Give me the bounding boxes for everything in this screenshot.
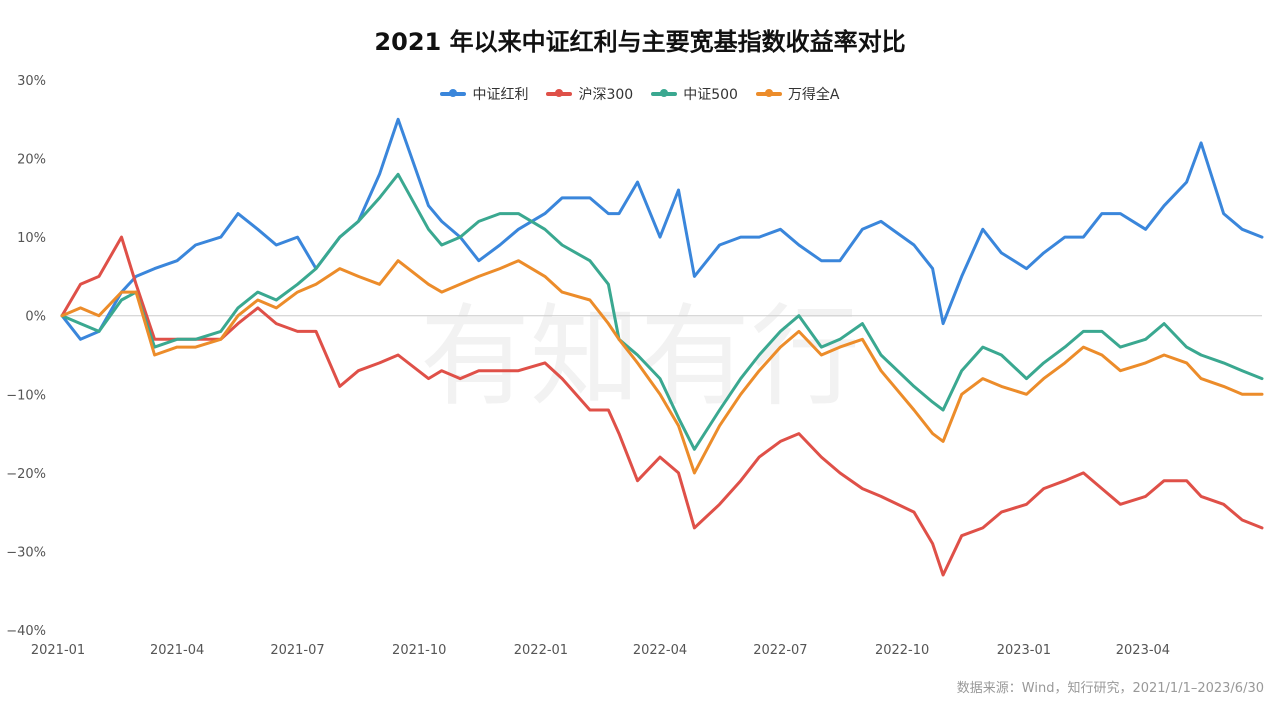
legend-item: 沪深300 <box>546 84 633 104</box>
series-line-2 <box>60 235 1264 577</box>
x-tick-label: 2022-01 <box>514 643 568 658</box>
chart-legend: 中证红利 沪深300 中证500 万得全A <box>0 84 1280 104</box>
y-tick-label: −40% <box>6 624 46 639</box>
y-tick-label: 0% <box>25 310 46 325</box>
y-tick-label: −10% <box>6 388 46 403</box>
y-tick-label: −30% <box>6 545 46 560</box>
legend-swatch <box>651 89 678 97</box>
x-tick-label: 2023-04 <box>1116 643 1170 658</box>
legend-swatch <box>440 89 467 97</box>
x-tick-label: 2021-04 <box>150 643 204 658</box>
x-tick-label: 2022-04 <box>633 643 687 658</box>
y-tick-label: 20% <box>17 153 46 168</box>
legend-item: 万得全A <box>755 84 840 104</box>
x-tick-label: 2022-10 <box>875 643 929 658</box>
legend-label: 中证500 <box>683 87 738 103</box>
chart-title: 2021 年以来中证红利与主要宽基指数收益率对比 <box>374 28 906 56</box>
x-tick-label: 2023-01 <box>997 643 1051 658</box>
legend-item: 中证红利 <box>440 84 528 104</box>
legend-label: 沪深300 <box>578 87 634 103</box>
series-line-4 <box>60 259 1264 475</box>
legend-label: 中证红利 <box>472 87 529 103</box>
x-tick-label: 2021-01 <box>31 643 85 658</box>
y-tick-label: −20% <box>6 467 46 482</box>
x-tick-label: 2021-10 <box>392 643 446 658</box>
legend-swatch <box>546 89 573 97</box>
x-tick-label: 2021-07 <box>270 643 324 658</box>
series-line-1 <box>60 117 1264 341</box>
legend-item: 中证500 <box>651 84 738 104</box>
data-source-note: 数据来源：Wind，知行研究，2021/1/1–2023/6/30 <box>956 681 1264 696</box>
legend-swatch <box>755 89 782 97</box>
y-tick-label: 30% <box>17 74 46 89</box>
x-tick-label: 2022-07 <box>753 643 807 658</box>
legend-label: 万得全A <box>787 87 840 103</box>
series-line-3 <box>60 172 1264 451</box>
y-tick-label: 10% <box>17 231 46 246</box>
